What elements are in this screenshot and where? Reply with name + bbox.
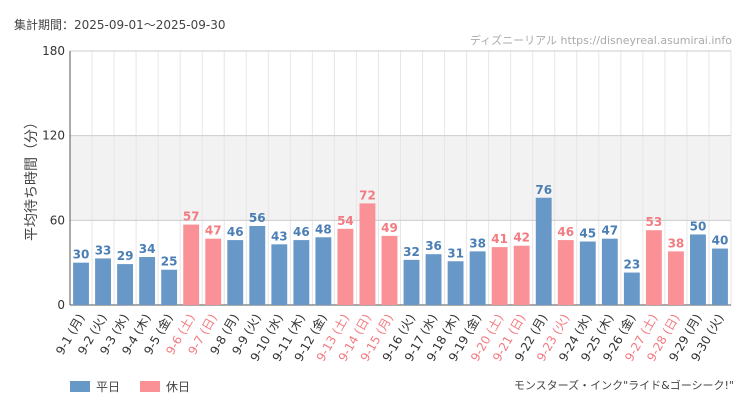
bar-4 — [139, 257, 156, 305]
bar-14 — [359, 203, 376, 305]
y-tick-label: 0 — [57, 298, 65, 312]
value-label-17: 36 — [425, 239, 442, 253]
value-label-16: 32 — [403, 245, 420, 259]
bar-28 — [667, 251, 684, 305]
value-label-13: 54 — [337, 214, 354, 228]
bar-8 — [227, 240, 244, 305]
value-label-18: 31 — [447, 246, 464, 260]
attraction-name: モンスターズ・インク"ライド&ゴーシーク!" — [513, 379, 734, 392]
bar-26 — [623, 272, 640, 305]
bar-29 — [690, 234, 706, 305]
y-tick-label: 60 — [50, 213, 65, 227]
bar-13 — [337, 228, 354, 305]
bar-15 — [381, 235, 398, 305]
bar-21 — [513, 245, 530, 305]
value-label-2: 33 — [95, 243, 112, 257]
collection-period: 集計期間：2025-09-01～2025-09-30 — [14, 18, 226, 32]
bar-23 — [557, 240, 574, 305]
value-label-22: 76 — [535, 183, 552, 197]
bar-5 — [161, 269, 178, 305]
legend-holiday: 休日 — [140, 378, 190, 395]
value-label-5: 25 — [161, 255, 178, 269]
bar-7 — [205, 238, 222, 305]
bar-1 — [73, 262, 89, 305]
value-label-11: 46 — [293, 225, 310, 239]
bar-25 — [601, 238, 618, 305]
value-label-23: 46 — [557, 225, 574, 239]
bar-20 — [491, 247, 508, 305]
value-label-1: 30 — [73, 248, 90, 262]
value-label-9: 56 — [249, 211, 266, 225]
value-label-30: 40 — [712, 234, 729, 248]
legend-weekday-swatch — [70, 381, 90, 392]
legend-weekday: 平日 — [70, 378, 120, 395]
legend-holiday-swatch — [140, 381, 161, 392]
value-label-7: 47 — [205, 224, 222, 238]
value-label-8: 46 — [227, 225, 244, 239]
bar-19 — [469, 251, 486, 305]
value-label-19: 38 — [469, 236, 486, 250]
bar-11 — [293, 240, 310, 305]
chart-legend: 平日 休日 — [70, 378, 210, 395]
bar-22 — [535, 197, 552, 305]
value-label-4: 34 — [139, 242, 156, 256]
bar-18 — [447, 261, 464, 305]
value-label-14: 72 — [359, 188, 376, 202]
bar-3 — [117, 264, 134, 305]
source-credit: ディズニーリアル https://disneyreal.asumirai.inf… — [469, 34, 732, 47]
bar-6 — [183, 224, 200, 305]
bar-10 — [271, 244, 288, 305]
value-label-3: 29 — [117, 249, 134, 263]
bar-16 — [403, 259, 420, 305]
value-label-15: 49 — [381, 221, 398, 235]
y-tick-label: 120 — [42, 129, 65, 143]
bar-24 — [579, 241, 596, 305]
value-label-6: 57 — [183, 210, 200, 224]
value-label-10: 43 — [271, 229, 288, 243]
bar-12 — [315, 237, 332, 305]
bar-27 — [645, 230, 662, 305]
value-label-24: 45 — [579, 227, 596, 241]
value-label-12: 48 — [315, 222, 332, 236]
value-label-26: 23 — [623, 258, 640, 272]
value-label-28: 38 — [668, 236, 685, 250]
value-label-27: 53 — [646, 215, 663, 229]
value-label-25: 47 — [601, 224, 618, 238]
bar-9 — [249, 225, 266, 305]
bar-2 — [95, 258, 111, 305]
legend-holiday-label: 休日 — [166, 380, 191, 394]
y-tick-label: 180 — [42, 44, 65, 58]
value-label-20: 41 — [491, 232, 508, 246]
bar-17 — [425, 254, 442, 305]
bar-30 — [712, 248, 728, 305]
legend-weekday-label: 平日 — [96, 380, 121, 394]
value-label-21: 42 — [513, 231, 530, 245]
value-label-29: 50 — [690, 219, 707, 233]
y-axis-title: 平均待ち時間（分） — [24, 115, 40, 241]
